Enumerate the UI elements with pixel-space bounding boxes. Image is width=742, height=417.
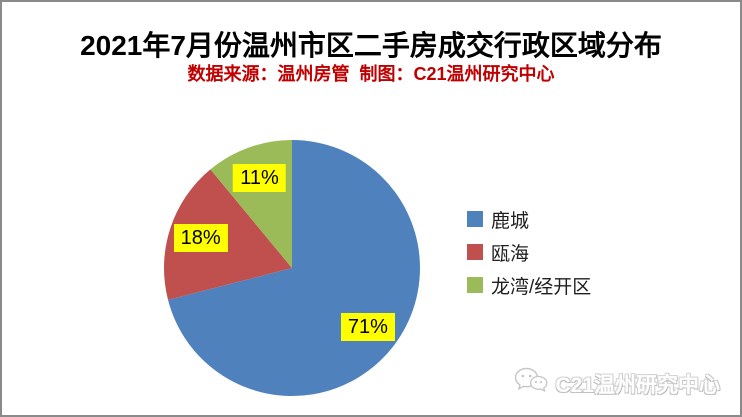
pie-data-label-2: 11% — [233, 163, 286, 192]
pie-slice-1 — [164, 169, 292, 300]
legend-item-lucheng: 鹿城 — [467, 207, 591, 232]
watermark-text: C21温州研究中心 — [555, 373, 720, 397]
legend-swatch-green — [467, 277, 483, 293]
legend: 鹿城 瓯海 龙湾/经开区 — [467, 207, 591, 306]
legend-swatch-blue — [467, 211, 483, 227]
legend-item-ouhai: 瓯海 — [467, 240, 591, 265]
legend-label: 鹿城 — [491, 210, 530, 232]
watermark: C21温州研究中心 — [514, 367, 720, 400]
chart-subtitle: 数据来源：温州房管 制图：C21温州研究中心 — [187, 64, 555, 84]
chart-title: 2021年7月份温州市区二手房成交行政区域分布 — [80, 30, 662, 61]
pie-data-label-1: 18% — [173, 224, 228, 253]
legend-label: 瓯海 — [491, 243, 530, 265]
legend-swatch-red — [467, 244, 483, 260]
legend-label: 龙湾/经开区 — [491, 276, 592, 298]
wechat-icon — [514, 367, 548, 400]
legend-item-longwan: 龙湾/经开区 — [467, 273, 592, 298]
pie-data-label-0: 71% — [340, 312, 395, 341]
